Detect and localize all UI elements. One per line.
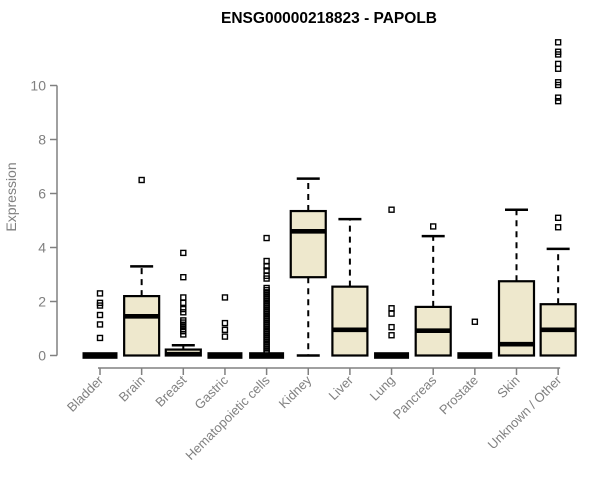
collapsed-box-median xyxy=(374,352,410,359)
iqr-box xyxy=(123,295,161,357)
outlier-point xyxy=(388,332,395,339)
boxplot-unknown-other xyxy=(539,39,577,357)
boxplot-skin xyxy=(497,208,536,357)
outlier-point xyxy=(180,299,187,307)
outlier-point xyxy=(180,274,187,281)
outlier-point xyxy=(96,302,104,309)
boxplot-hematopoietic-cells xyxy=(249,234,285,359)
x-tick-label: Lung xyxy=(367,373,398,404)
x-tick-label: Unknown / Other xyxy=(485,372,565,452)
outlier-point xyxy=(180,249,187,257)
y-tick-label: 2 xyxy=(38,293,46,309)
boxplot-gastric xyxy=(207,294,243,359)
outlier-point xyxy=(554,214,562,222)
outlier-point xyxy=(263,263,270,270)
iqr-box xyxy=(331,285,369,357)
outlier-point xyxy=(554,81,562,89)
outlier-point xyxy=(554,94,562,101)
outlier-point xyxy=(221,326,229,334)
outlier-point xyxy=(221,294,229,301)
outlier-point xyxy=(388,305,395,312)
outlier-point xyxy=(180,309,187,316)
boxplot-kidney xyxy=(289,177,327,357)
x-tick-label: Bladder xyxy=(64,372,107,415)
boxplots xyxy=(82,39,577,359)
outlier-point xyxy=(263,275,270,282)
y-tick-label: 8 xyxy=(38,131,46,147)
y-axis-title: Expression xyxy=(3,162,19,231)
outlier-point xyxy=(180,305,187,313)
outlier-point xyxy=(388,206,395,213)
boxplot-lung xyxy=(374,206,410,359)
outlier-point xyxy=(263,349,270,356)
iqr-box xyxy=(289,209,327,279)
outlier-point xyxy=(554,97,562,105)
boxplot-pancreas xyxy=(414,223,452,357)
y-tick-label: 4 xyxy=(38,239,46,255)
outlier-point xyxy=(180,331,187,338)
y-tick-label: 0 xyxy=(38,347,46,363)
outlier-point xyxy=(554,65,562,72)
outlier-point xyxy=(96,334,104,342)
outlier-point xyxy=(471,318,479,325)
outlier-point xyxy=(96,311,104,319)
outlier-point xyxy=(263,257,270,265)
outlier-point xyxy=(554,224,562,231)
boxplot-liver xyxy=(331,217,369,357)
boxplot-brain xyxy=(123,176,161,357)
outlier-point xyxy=(180,294,187,301)
x-tick-label: Prostate xyxy=(436,373,481,418)
y-tick-label: 10 xyxy=(30,77,46,93)
outlier-point xyxy=(180,328,187,335)
chart-title: ENSG00000218823 - PAPOLB xyxy=(221,10,437,27)
x-tick-label: Pancreas xyxy=(390,372,440,422)
outlier-point xyxy=(221,333,229,340)
x-tick-label: Liver xyxy=(325,372,356,403)
outlier-point xyxy=(388,310,395,317)
x-tick-label: Skin xyxy=(494,373,522,401)
outlier-point xyxy=(388,323,395,331)
outlier-point xyxy=(138,176,145,184)
boxplot-breast xyxy=(164,249,202,357)
outlier-point xyxy=(263,234,270,242)
collapsed-box-median xyxy=(207,352,243,359)
x-tick-label: Kidney xyxy=(276,372,315,411)
x-tick-label: Gastric xyxy=(191,372,231,412)
collapsed-box-median xyxy=(82,352,118,359)
outlier-point xyxy=(554,51,562,58)
outlier-point xyxy=(96,321,104,328)
boxplot-bladder xyxy=(82,290,118,359)
outlier-point xyxy=(221,319,229,327)
x-tick-label: Brain xyxy=(116,373,148,405)
x-tick-label: Breast xyxy=(152,372,189,409)
collapsed-box-median xyxy=(457,352,493,359)
outlier-point xyxy=(430,223,437,230)
boxplot-prostate xyxy=(457,318,493,359)
outlier-point xyxy=(554,39,562,46)
outlier-point xyxy=(96,290,104,297)
y-tick-label: 6 xyxy=(38,185,46,201)
